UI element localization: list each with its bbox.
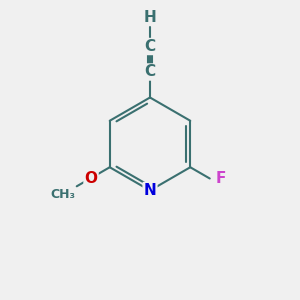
Text: C: C (144, 39, 156, 54)
Text: F: F (215, 171, 226, 186)
Text: CH₃: CH₃ (50, 188, 75, 201)
Text: N: N (144, 183, 156, 198)
Text: C: C (144, 64, 156, 80)
Text: H: H (144, 10, 156, 25)
Text: O: O (85, 170, 98, 185)
